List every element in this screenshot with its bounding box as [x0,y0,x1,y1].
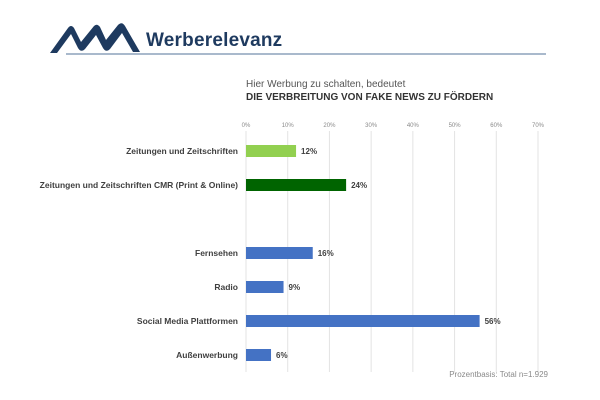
x-tick-label: 30% [365,123,378,129]
bar [246,247,313,259]
footnote: Prozentbasis: Total n=1.929 [449,370,548,379]
x-tick-label: 70% [532,123,545,129]
bar [246,179,347,191]
category-label: Zeitungen und Zeitschriften CMR (Print &… [40,180,238,190]
category-label: Zeitungen und Zeitschriften [126,146,238,156]
bar [246,145,297,157]
x-tick-label: 50% [449,123,462,129]
header-divider [66,53,546,55]
category-label: Fernsehen [195,248,238,258]
value-label: 16% [318,249,334,258]
header: Werberelevanz [0,0,600,60]
category-label: Social Media Plattformen [137,316,238,326]
value-label: 12% [301,147,317,156]
x-tick-label: 0% [242,123,251,129]
chart-title: DIE VERBREITUNG VON FAKE NEWS ZU FÖRDERN [246,92,494,103]
value-label: 6% [276,351,288,360]
x-tick-label: 10% [282,123,295,129]
x-tick-label: 20% [323,123,336,129]
brand-name: Werberelevanz [146,30,283,51]
bar [246,349,272,361]
bar [246,281,284,293]
bar [246,315,480,327]
value-label: 9% [289,283,301,292]
x-tick-label: 60% [490,123,503,129]
value-label: 24% [351,181,367,190]
x-tick-label: 40% [407,123,420,129]
category-label: Außenwerbung [176,350,238,360]
value-label: 56% [485,317,501,326]
chart-subtitle: Hier Werbung zu schalten, bedeutet [246,79,406,90]
category-label: Radio [214,282,238,292]
ma-logo-icon [50,23,140,53]
